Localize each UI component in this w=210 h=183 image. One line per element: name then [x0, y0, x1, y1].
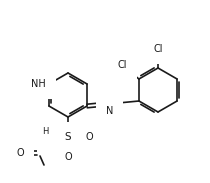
Text: O: O [85, 132, 93, 142]
Text: S: S [65, 132, 71, 142]
Text: Cl: Cl [117, 60, 127, 70]
Text: Cl: Cl [153, 44, 163, 54]
Text: O: O [16, 148, 24, 158]
Text: H: H [42, 126, 48, 135]
Text: NH: NH [31, 79, 46, 89]
Text: N: N [106, 106, 114, 116]
Text: O: O [64, 152, 72, 162]
Text: N: N [46, 132, 54, 142]
